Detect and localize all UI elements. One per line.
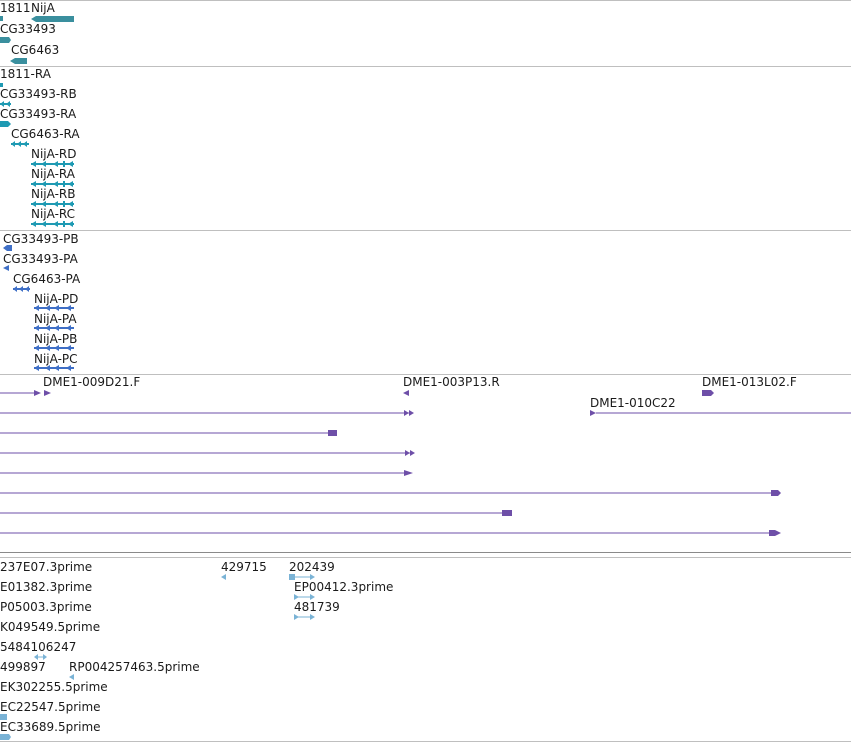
gene-label-nija[interactable]: NijA — [31, 1, 56, 15]
est-label-481739[interactable]: 481739 — [294, 600, 340, 614]
clone-label-dme1-009d21f[interactable]: DME1-009D21.F — [43, 375, 140, 389]
gene-glyph-nija[interactable] — [31, 16, 74, 22]
transcript-glyph-nija-rd[interactable] — [31, 161, 74, 167]
est-label-ec33689[interactable]: EC33689.5prime — [0, 720, 101, 734]
est-track: 237E07.3prime 429715 202439 E01382.3prim… — [0, 560, 393, 740]
transcript-glyph-cg33493-ra[interactable] — [0, 121, 11, 127]
est-label-ep00412[interactable]: EP00412.3prime — [294, 580, 393, 594]
transcript-glyph-nija-rc[interactable] — [31, 221, 74, 227]
transcript-label-nija-rb[interactable]: NijA-RB — [31, 187, 76, 201]
est-glyph-5484106247[interactable] — [34, 654, 47, 660]
clone-glyph-row-7[interactable] — [0, 510, 512, 516]
clone-label-dme1-003p13r[interactable]: DME1-003P13.R — [403, 375, 500, 389]
transcript-track: 1811-RA CG33493-RB CG33493-RA CG6463-RA … — [0, 67, 80, 227]
gene-label-cg33493[interactable]: CG33493 — [0, 22, 56, 36]
clone-glyph-row-6[interactable] — [0, 490, 781, 496]
transcript-glyph-nija-rb[interactable] — [31, 201, 74, 207]
transcript-glyph-cg6463-ra[interactable] — [11, 141, 29, 147]
protein-label-nija-pb[interactable]: NijA-PB — [34, 332, 77, 346]
est-glyph-429715[interactable] — [221, 574, 226, 580]
protein-glyph-nija-pc[interactable] — [34, 365, 74, 371]
protein-glyph-nija-pa[interactable] — [34, 325, 74, 331]
est-label-499897[interactable]: 499897 — [0, 660, 46, 674]
gene-label-cg6463[interactable]: CG6463 — [11, 43, 59, 57]
clone-glyph-row-2[interactable] — [0, 410, 851, 416]
clone-glyph-row-8[interactable] — [0, 530, 781, 536]
est-label-k049549[interactable]: K049549.5prime — [0, 620, 100, 634]
protein-label-nija-pd[interactable]: NijA-PD — [34, 292, 78, 306]
transcript-label-1811-ra[interactable]: 1811-RA — [0, 67, 52, 81]
gene-label-1811[interactable]: 1811 — [0, 1, 31, 15]
clone-track: DME1-009D21.F DME1-003P13.R DME1-013L02.… — [0, 375, 851, 536]
protein-label-cg33493-pa[interactable]: CG33493-PA — [3, 252, 79, 266]
clone-glyph-row-3[interactable] — [0, 430, 337, 436]
protein-label-cg33493-pb[interactable]: CG33493-PB — [3, 232, 79, 246]
est-label-202439[interactable]: 202439 — [289, 560, 335, 574]
gene-glyph-cg6463[interactable] — [10, 58, 27, 64]
clone-glyph-row-4[interactable] — [0, 450, 415, 456]
protein-glyph-nija-pd[interactable] — [34, 305, 74, 311]
protein-glyph-cg33493-pa[interactable] — [3, 265, 9, 271]
est-glyph-ec33689[interactable] — [0, 734, 11, 740]
est-label-rp004257463[interactable]: RP004257463.5prime — [69, 660, 200, 674]
transcript-label-nija-ra[interactable]: NijA-RA — [31, 167, 76, 181]
transcript-label-cg33493-ra[interactable]: CG33493-RA — [0, 107, 77, 121]
clone-glyph-row-1[interactable] — [0, 390, 714, 396]
clone-label-dme1-013l02f[interactable]: DME1-013L02.F — [702, 375, 797, 389]
protein-glyph-nija-pb[interactable] — [34, 345, 74, 351]
est-glyph-202439[interactable] — [289, 574, 315, 580]
transcript-label-cg6463-ra[interactable]: CG6463-RA — [11, 127, 80, 141]
transcript-label-cg33493-rb[interactable]: CG33493-RB — [0, 87, 77, 101]
protein-label-cg6463-pa[interactable]: CG6463-PA — [13, 272, 81, 286]
transcript-glyph-cg33493-rb[interactable] — [0, 101, 11, 107]
est-label-429715[interactable]: 429715 — [221, 560, 267, 574]
est-label-5484106247[interactable]: 5484106247 — [0, 640, 76, 654]
transcript-glyph-1811-ra[interactable] — [0, 83, 3, 87]
est-glyph-ec22547[interactable] — [0, 714, 7, 720]
est-label-e01382[interactable]: E01382.3prime — [0, 580, 92, 594]
clone-glyph-row-5[interactable] — [0, 470, 413, 476]
protein-glyph-cg33493-pb[interactable] — [3, 245, 12, 251]
est-glyph-ep00412[interactable] — [294, 594, 315, 600]
gene-track: 1811 NijA CG33493 CG6463 — [0, 1, 74, 64]
protein-label-nija-pa[interactable]: NijA-PA — [34, 312, 77, 326]
est-label-p05003[interactable]: P05003.3prime — [0, 600, 92, 614]
est-glyph-rp004257463[interactable] — [69, 674, 74, 680]
protein-label-nija-pc[interactable]: NijA-PC — [34, 352, 78, 366]
protein-glyph-cg6463-pa[interactable] — [13, 286, 30, 292]
est-glyph-481739[interactable] — [294, 614, 315, 620]
transcript-label-nija-rc[interactable]: NijA-RC — [31, 207, 75, 221]
transcript-label-nija-rd[interactable]: NijA-RD — [31, 147, 77, 161]
est-label-ek302255[interactable]: EK302255.5prime — [0, 680, 108, 694]
gene-glyph-cg33493[interactable] — [0, 37, 11, 43]
gene-glyph-1811[interactable] — [0, 16, 3, 21]
est-label-237e07[interactable]: 237E07.3prime — [0, 560, 92, 574]
est-label-ec22547[interactable]: EC22547.5prime — [0, 700, 101, 714]
protein-track: CG33493-PB CG33493-PA CG6463-PA NijA-PD … — [3, 232, 81, 371]
transcript-glyph-nija-ra[interactable] — [31, 181, 74, 187]
clone-label-dme1-010c22[interactable]: DME1-010C22 — [590, 396, 676, 410]
